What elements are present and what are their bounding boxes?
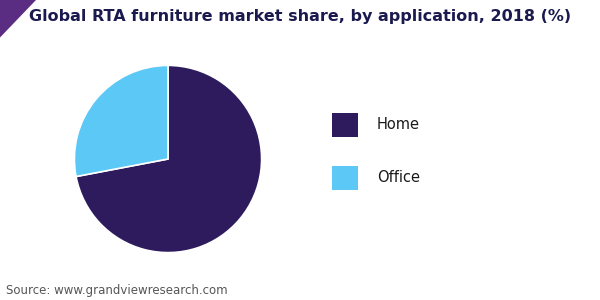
Bar [332, 113, 358, 137]
Text: Office: Office [377, 170, 420, 185]
Text: Home: Home [377, 117, 420, 132]
Text: Global RTA furniture market share, by application, 2018 (%): Global RTA furniture market share, by ap… [29, 9, 571, 24]
Wedge shape [76, 65, 262, 253]
Polygon shape [0, 0, 36, 38]
Wedge shape [74, 65, 168, 176]
Text: Source: www.grandviewresearch.com: Source: www.grandviewresearch.com [6, 284, 227, 297]
Bar [332, 166, 358, 190]
